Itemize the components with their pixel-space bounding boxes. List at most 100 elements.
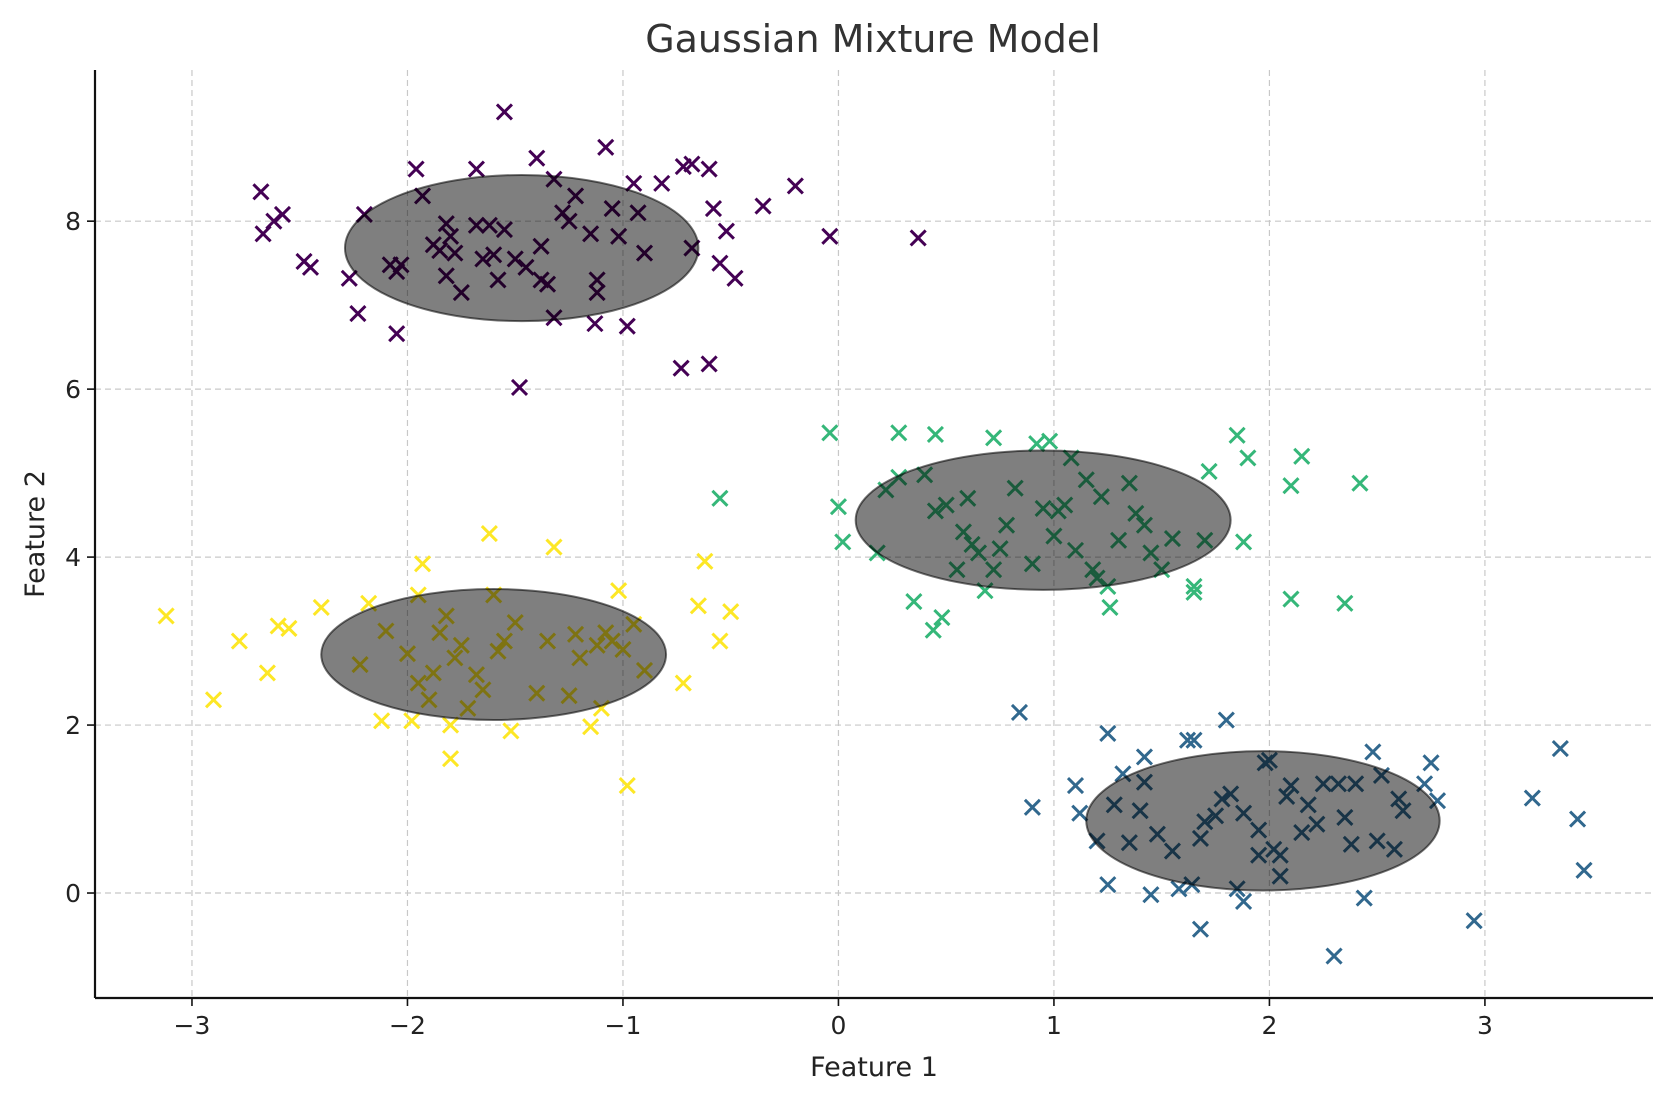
data-point bbox=[1066, 776, 1085, 795]
data-point bbox=[1465, 912, 1483, 930]
data-point bbox=[301, 258, 320, 276]
data-point bbox=[528, 149, 546, 167]
data-point bbox=[204, 691, 223, 709]
x-tick-label: 2 bbox=[1261, 1011, 1277, 1040]
data-point bbox=[1217, 711, 1235, 729]
data-point bbox=[683, 155, 701, 173]
data-point bbox=[510, 378, 529, 397]
data-point bbox=[834, 533, 852, 551]
data-point bbox=[441, 716, 460, 734]
data-point bbox=[924, 621, 942, 639]
x-tick-label: 1 bbox=[1046, 1011, 1062, 1040]
x-tick-label: −3 bbox=[174, 1011, 211, 1040]
data-point bbox=[689, 597, 707, 615]
data-point bbox=[700, 160, 718, 178]
data-point bbox=[1185, 583, 1203, 601]
data-point bbox=[890, 424, 908, 442]
data-point bbox=[1010, 703, 1029, 722]
x-axis-title: Feature 1 bbox=[810, 1052, 938, 1083]
data-point bbox=[821, 424, 839, 442]
data-point bbox=[672, 359, 690, 377]
gaussian-ellipse-2 bbox=[854, 449, 1232, 591]
data-point bbox=[1200, 462, 1218, 480]
data-point bbox=[711, 632, 729, 650]
data-point bbox=[1523, 789, 1541, 807]
data-point bbox=[618, 776, 636, 795]
data-point bbox=[674, 674, 692, 692]
chart-title: Gaussian Mixture Model bbox=[645, 17, 1101, 61]
data-point bbox=[254, 225, 272, 243]
data-point bbox=[597, 138, 615, 156]
data-point bbox=[829, 498, 848, 516]
data-point bbox=[1028, 435, 1046, 453]
y-axis-title: Feature 2 bbox=[20, 470, 51, 598]
data-point bbox=[821, 227, 839, 245]
data-point bbox=[1293, 447, 1311, 465]
data-point bbox=[711, 254, 729, 272]
data-point bbox=[407, 160, 425, 178]
data-point bbox=[273, 205, 292, 224]
x-tick-label: −2 bbox=[389, 1011, 426, 1040]
data-point bbox=[230, 632, 248, 650]
data-point bbox=[280, 619, 298, 638]
x-tick-label: −1 bbox=[605, 1011, 642, 1040]
data-point bbox=[1023, 798, 1041, 816]
data-point bbox=[653, 174, 671, 192]
data-point bbox=[618, 317, 636, 335]
data-point bbox=[157, 607, 175, 625]
gaussian-ellipse-4 bbox=[1085, 750, 1441, 892]
data-point bbox=[1569, 810, 1587, 828]
data-point bbox=[1355, 889, 1373, 907]
data-point bbox=[252, 183, 270, 201]
data-point bbox=[1099, 876, 1117, 894]
data-point bbox=[1422, 754, 1440, 772]
data-point bbox=[1185, 577, 1203, 596]
data-point bbox=[711, 489, 729, 507]
data-point bbox=[786, 177, 804, 195]
data-point bbox=[413, 555, 432, 573]
data-point bbox=[1575, 861, 1593, 879]
y-tick-label: 0 bbox=[65, 879, 81, 908]
data-point bbox=[909, 229, 927, 247]
data-point bbox=[582, 718, 600, 736]
data-point bbox=[1325, 947, 1343, 965]
data-point bbox=[1235, 533, 1253, 551]
axes: −3 −2 −1 0 1 2 3 0 2 4 6 8 bbox=[65, 70, 1653, 1040]
data-point bbox=[545, 538, 563, 556]
data-point bbox=[700, 355, 718, 373]
data-point bbox=[1142, 886, 1160, 904]
data-point bbox=[696, 552, 714, 570]
data-point bbox=[1336, 594, 1354, 612]
data-point bbox=[754, 197, 772, 215]
data-point bbox=[1282, 590, 1300, 608]
data-point bbox=[1041, 432, 1059, 450]
data-point bbox=[1282, 477, 1300, 495]
data-point bbox=[1135, 748, 1154, 766]
data-point bbox=[1239, 449, 1257, 467]
data-point bbox=[441, 750, 460, 768]
data-point bbox=[926, 425, 944, 444]
gaussian-ellipse-3 bbox=[320, 588, 668, 722]
y-tick-label: 2 bbox=[65, 711, 81, 740]
data-point bbox=[722, 603, 740, 621]
data-point bbox=[610, 582, 628, 600]
gaussian-ellipses bbox=[320, 173, 1441, 892]
data-point bbox=[1178, 731, 1197, 749]
data-point bbox=[502, 722, 520, 740]
data-point bbox=[403, 712, 421, 730]
data-point bbox=[312, 598, 330, 617]
data-point bbox=[340, 269, 358, 287]
data-point bbox=[1228, 426, 1246, 444]
data-point bbox=[985, 429, 1003, 447]
data-point bbox=[586, 315, 604, 333]
data-point bbox=[1071, 804, 1089, 822]
data-point bbox=[1551, 740, 1569, 758]
data-point bbox=[480, 525, 498, 543]
data-point bbox=[1101, 598, 1119, 617]
data-point bbox=[1099, 724, 1117, 743]
data-point bbox=[1185, 731, 1203, 749]
data-point bbox=[933, 609, 951, 627]
data-point bbox=[388, 325, 406, 343]
